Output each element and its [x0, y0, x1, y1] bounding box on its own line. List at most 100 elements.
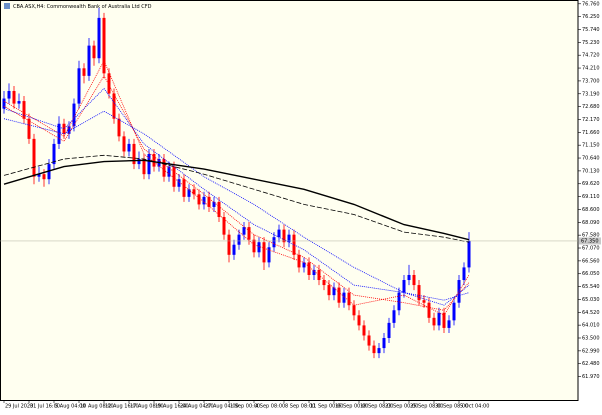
- indicator-line: [3, 87, 470, 306]
- candle-body: [12, 90, 16, 104]
- y-tick-label: 75.740: [582, 27, 600, 33]
- candle-body: [222, 217, 226, 235]
- y-tick-label: 64.520: [582, 310, 600, 316]
- indicator-line: [3, 59, 470, 316]
- candle-body: [417, 285, 421, 301]
- indicator-line: [3, 154, 470, 243]
- candle-body: [42, 174, 46, 180]
- y-tick-label: 68.090: [582, 220, 600, 226]
- y-tick-label: 72.680: [582, 104, 600, 110]
- x-tick-label: 10 Aug 08:00: [80, 404, 114, 410]
- candle-body: [22, 101, 26, 119]
- x-tick-label: 16 Sep 00:00: [335, 404, 368, 410]
- candle-body: [77, 68, 81, 104]
- candle-body: [372, 345, 376, 354]
- x-tick-label: 11 Sep 00:00: [310, 404, 343, 410]
- candle-body: [402, 280, 406, 293]
- candle-body: [422, 300, 426, 303]
- candle-body: [367, 335, 371, 346]
- y-tick-label: 76.760: [582, 1, 600, 7]
- x-tick-label: 30 Sep 08:00: [435, 404, 468, 410]
- candle-body: [357, 315, 361, 326]
- y-tick-label: 65.540: [582, 284, 600, 290]
- y-tick-label: 73.190: [582, 91, 600, 97]
- indicator-line: [3, 110, 470, 301]
- candle-body: [82, 68, 86, 76]
- symbol-icon: [4, 3, 10, 9]
- candle-body: [237, 234, 241, 245]
- x-tick-label: 5 Oct 04:00: [460, 404, 489, 410]
- candle-body: [307, 262, 311, 275]
- candle-body: [297, 254, 301, 268]
- y-tick-label: 69.110: [582, 194, 600, 200]
- candle-body: [377, 348, 381, 354]
- candle-body: [122, 136, 126, 152]
- candle-body: [117, 118, 121, 137]
- x-tick-label: 4 Sep 08:00: [255, 404, 285, 410]
- y-tick-label: 66.050: [582, 271, 600, 277]
- candle-body: [332, 287, 336, 296]
- x-tick-label: 27 Aug 04:00: [205, 404, 239, 410]
- x-tick-label: 17 Aug 08:00: [130, 404, 164, 410]
- candle-body: [62, 123, 66, 134]
- candle-body: [467, 240, 471, 268]
- candle-body: [322, 280, 326, 286]
- candle-body: [412, 274, 416, 286]
- candle-body: [277, 229, 281, 238]
- candle-body: [462, 267, 466, 281]
- y-tick-label: 74.210: [582, 66, 600, 72]
- candle-body: [37, 174, 41, 177]
- x-tick-label: 12 Aug 16:00: [105, 404, 139, 410]
- x-tick-label: 5 Aug 04:00: [55, 404, 86, 410]
- chart-title: CBA.ASX,H4: Commonwealth Bank of Austral…: [13, 4, 152, 10]
- candle-body: [92, 45, 96, 59]
- candle-body: [362, 325, 366, 336]
- candle-body: [17, 101, 21, 104]
- y-tick-label: 62.990: [582, 348, 600, 354]
- y-tick-label: 73.700: [582, 78, 600, 84]
- candle-body: [207, 196, 211, 207]
- candle-body: [337, 287, 341, 303]
- candle-body: [427, 302, 431, 318]
- x-tick-label: 31 Jul 16:00: [30, 404, 60, 410]
- candle-body: [132, 143, 136, 165]
- candle-body: [347, 292, 351, 306]
- x-tick-label: 8 Sep 08:00: [285, 404, 315, 410]
- y-tick-label: 67.070: [582, 246, 600, 252]
- candle-body: [187, 189, 191, 197]
- y-tick-label: 65.030: [582, 297, 600, 303]
- candle-body: [317, 269, 321, 281]
- x-tick-label: 18 Sep 08:00: [360, 404, 393, 410]
- candle-body: [252, 239, 256, 253]
- y-tick-label: 70.640: [582, 156, 600, 162]
- price-label: 67.350: [581, 238, 599, 244]
- candle-body: [52, 143, 56, 165]
- y-tick-label: 74.720: [582, 53, 600, 59]
- candle-body: [112, 93, 116, 119]
- candle-body: [7, 90, 11, 99]
- candle-body: [312, 269, 316, 275]
- candle-body: [27, 118, 31, 139]
- candle-body: [397, 292, 401, 311]
- candle-body: [227, 234, 231, 255]
- candle-body: [247, 227, 251, 240]
- y-tick-label: 70.130: [582, 168, 600, 174]
- candle-body: [197, 194, 201, 205]
- y-tick-label: 64.010: [582, 323, 600, 329]
- candle-body: [87, 45, 91, 76]
- candle-body: [147, 154, 151, 175]
- y-tick-label: 75.230: [582, 40, 600, 46]
- y-tick-label: 61.970: [582, 374, 600, 380]
- candle-body: [257, 242, 261, 253]
- candle-body: [97, 17, 101, 59]
- candle-body: [102, 17, 106, 74]
- y-tick-label: 71.150: [582, 143, 600, 149]
- indicator-line: [3, 159, 470, 241]
- candle-body: [177, 179, 181, 187]
- candle-body: [282, 229, 286, 243]
- y-tick-label: 69.620: [582, 181, 600, 187]
- candle-body: [232, 244, 236, 255]
- y-tick-label: 63.500: [582, 335, 600, 341]
